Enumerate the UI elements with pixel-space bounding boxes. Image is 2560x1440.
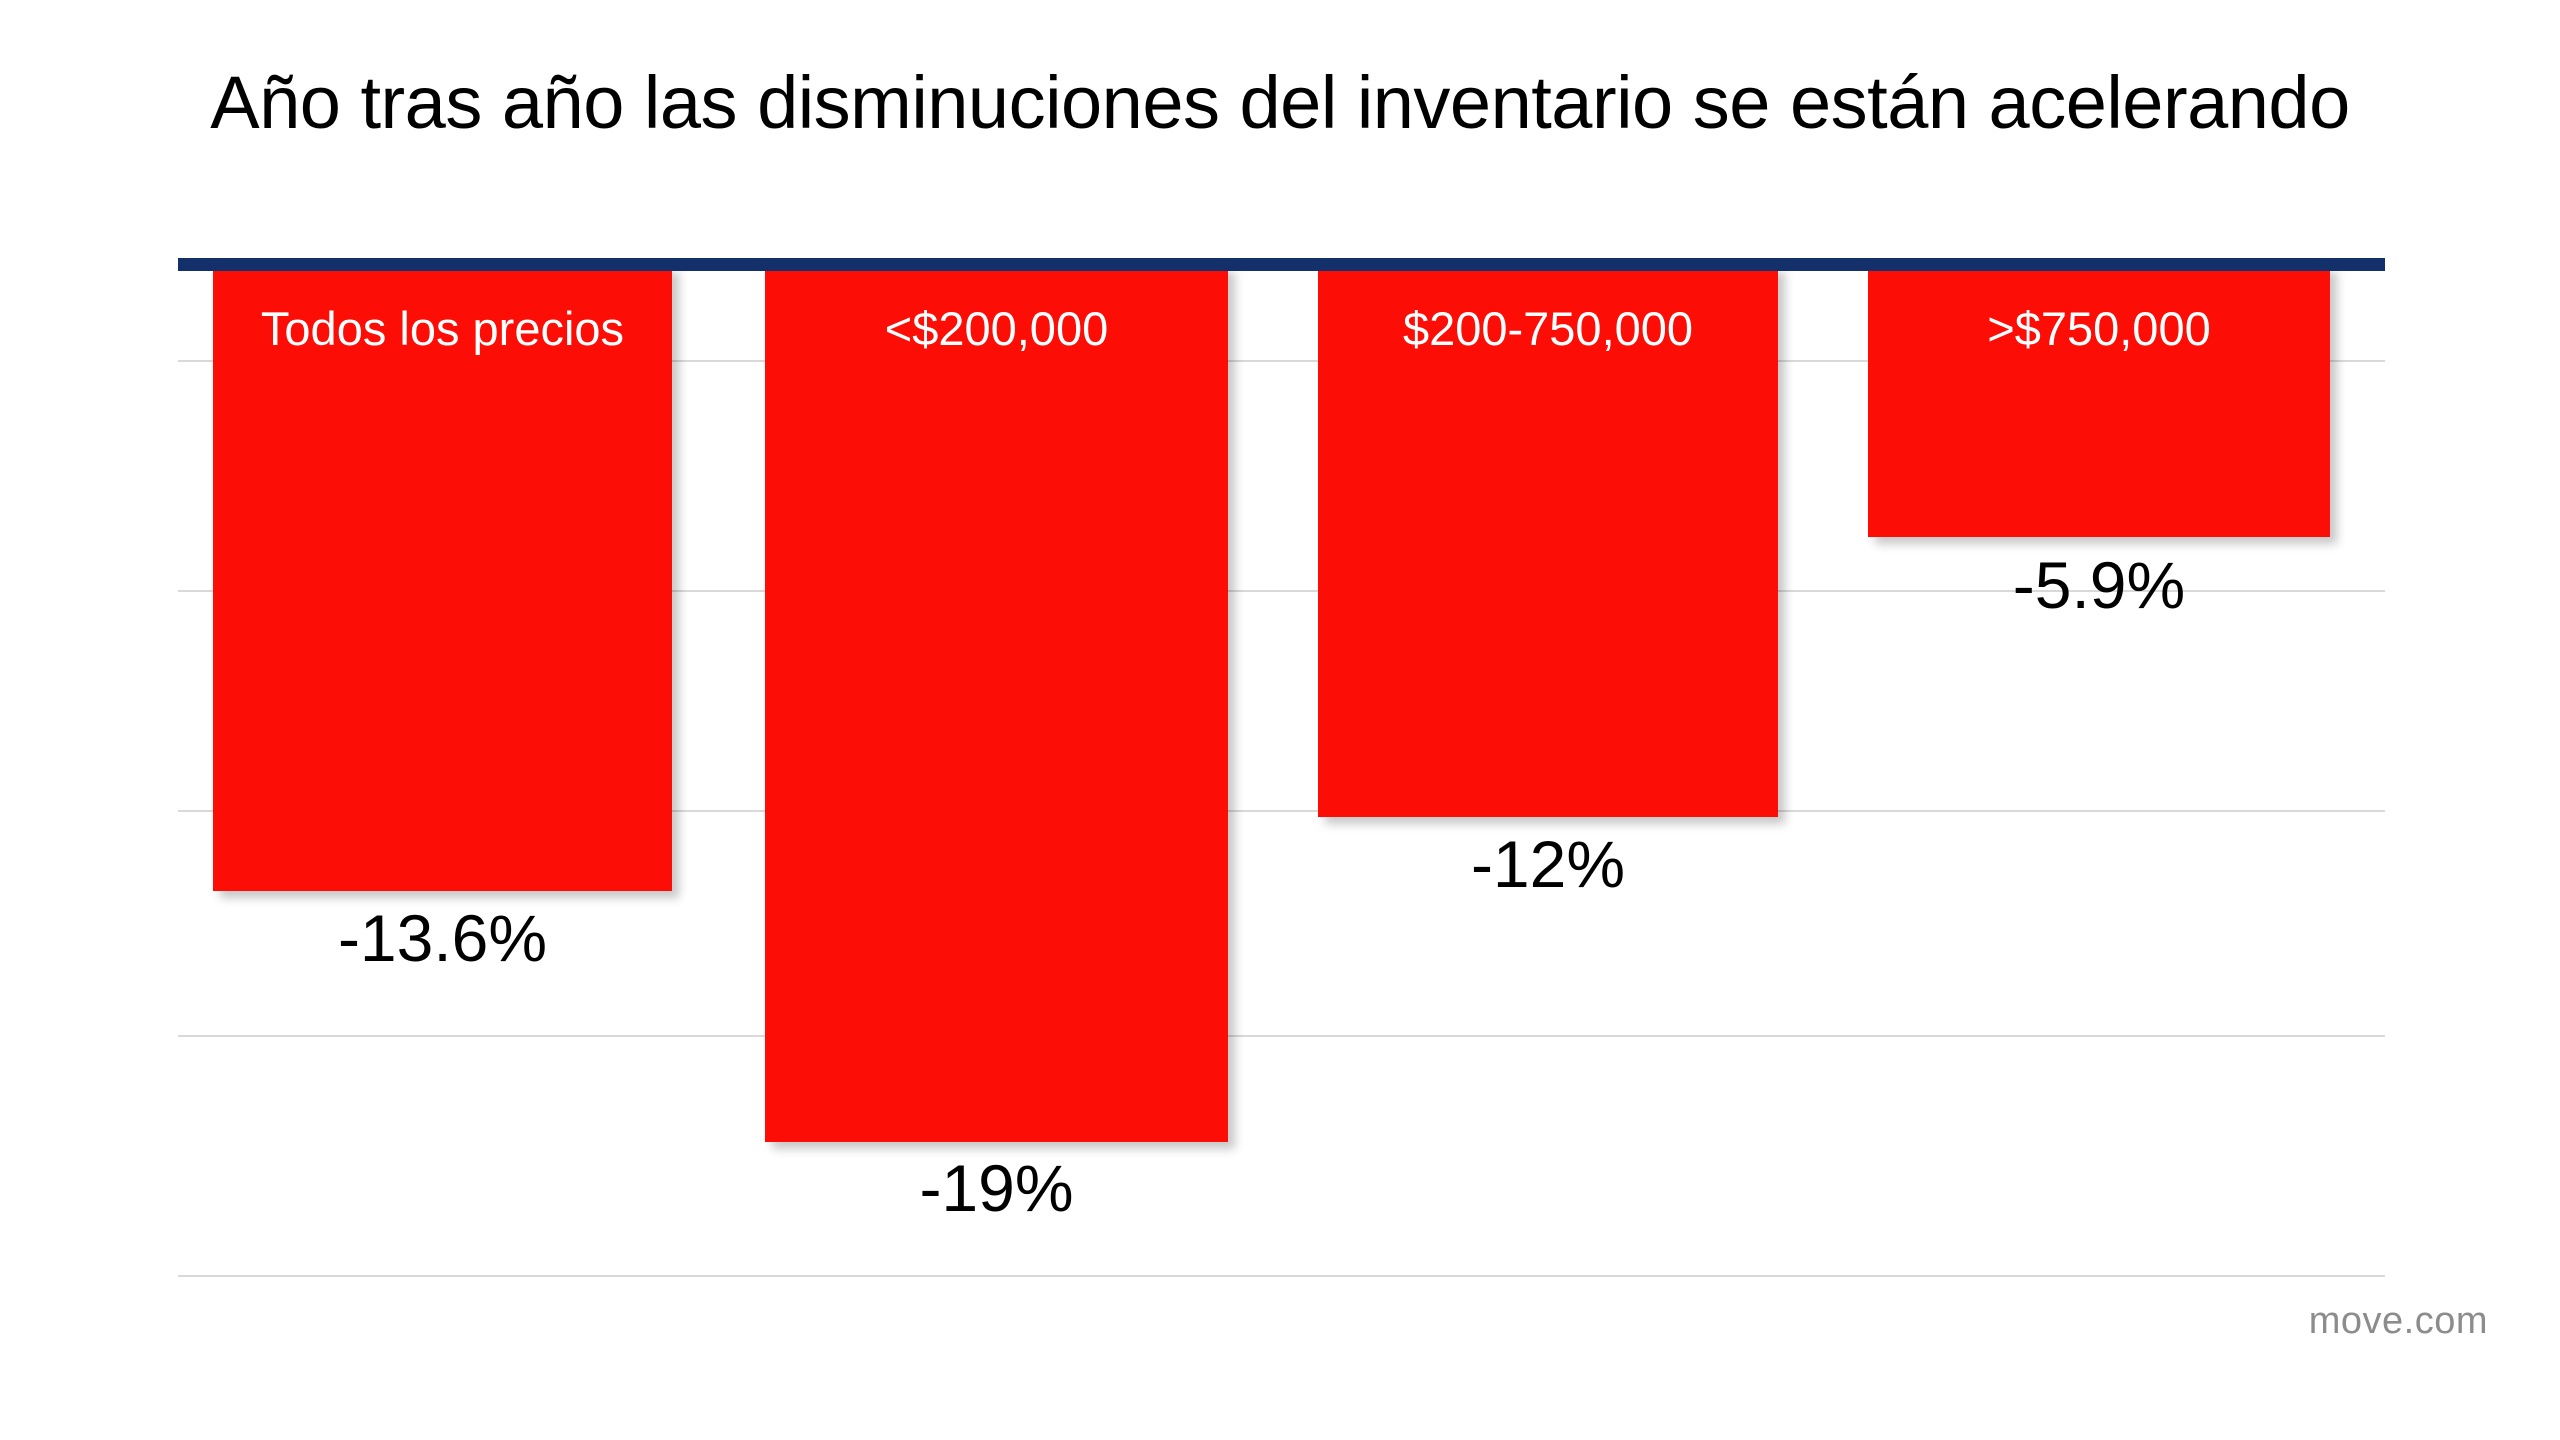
bar-value-label: -19% bbox=[919, 1151, 1074, 1225]
bar-category-label: >$750,000 bbox=[1987, 302, 2211, 355]
bar-200k-750k[interactable]: $200-750,000 bbox=[1318, 265, 1778, 817]
chart-plot-area bbox=[178, 258, 2385, 1280]
zero-axis-line bbox=[178, 258, 2385, 271]
gridline bbox=[178, 1035, 2385, 1037]
bar-value-label: -5.9% bbox=[2012, 548, 2186, 622]
gridline bbox=[178, 360, 2385, 362]
bar-category-label: $200-750,000 bbox=[1402, 302, 1694, 355]
watermark-label: move.com bbox=[2308, 1300, 2488, 1342]
page-title: Año tras año las disminuciones del inven… bbox=[210, 61, 2350, 144]
gridline bbox=[178, 1275, 2385, 1277]
bar-under-200k[interactable]: <$200,000 bbox=[765, 265, 1228, 1142]
bar-value-label: -12% bbox=[1470, 827, 1626, 901]
bar-category-label: Todos los precios bbox=[260, 302, 625, 355]
bar-over-750k[interactable]: >$750,000 bbox=[1868, 265, 2330, 537]
bar-category-label: <$200,000 bbox=[884, 302, 1109, 355]
gridline bbox=[178, 810, 2385, 812]
bar-value-label: -13.6% bbox=[337, 901, 548, 975]
bar-todos-los-precios[interactable]: Todos los precios bbox=[213, 265, 672, 891]
gridline bbox=[178, 590, 2385, 592]
